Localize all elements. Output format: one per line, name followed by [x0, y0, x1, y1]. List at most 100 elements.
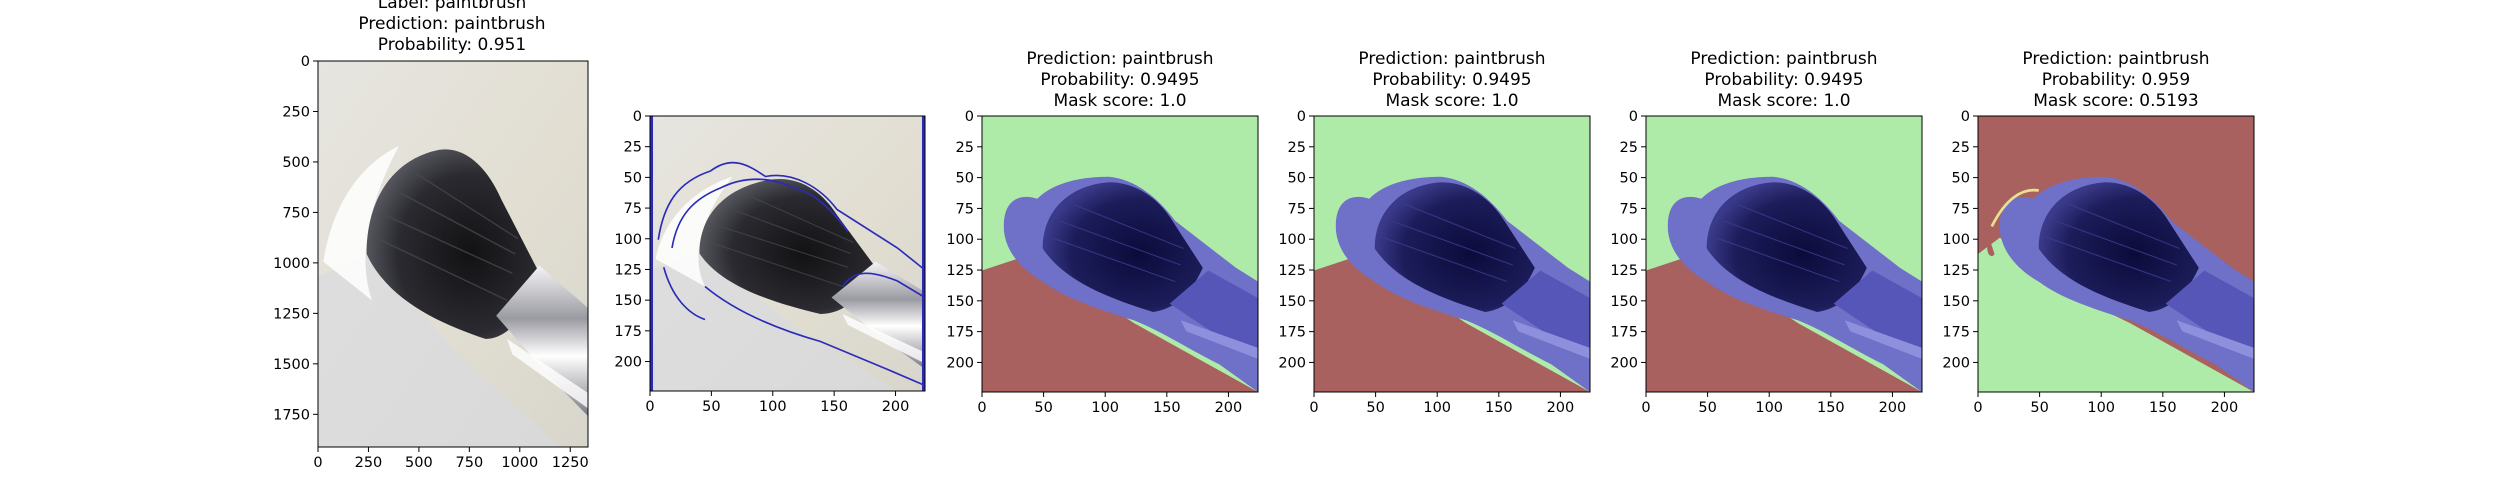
- y-tick-label: 175: [946, 325, 974, 341]
- x-tick-label: 50: [1366, 400, 1384, 416]
- panel-2-axes: 0 50 100 150 200 0 25 50 75 100 125 150 175 200: [614, 109, 909, 415]
- y-tick-label: 175: [1278, 325, 1306, 341]
- panel-4-title-line-3: Mask score: 1.0: [1385, 91, 1518, 111]
- x-tick-label: 0: [1641, 400, 1650, 416]
- panel-6-title-line-1: Prediction: paintbrush: [2022, 49, 2209, 69]
- panel-6-title-line-2: Probability: 0.959: [2042, 70, 2190, 90]
- x-tick-label: 0: [1973, 400, 1982, 416]
- y-tick-label: 1500: [273, 357, 310, 373]
- x-tick-label: 500: [405, 455, 433, 471]
- panel-5-axes: 0 50 100 150 200 0 25 50 75 100 125 150 175 200: [1610, 109, 1906, 416]
- x-tick-label: 50: [2030, 400, 2048, 416]
- y-tick-label: 125: [946, 263, 974, 279]
- panel-6-frame: [1977, 115, 2255, 393]
- y-tick-label: 100: [614, 232, 642, 248]
- y-tick-label: 150: [946, 294, 974, 310]
- panel-1-title: Label: paintbrush Prediction: paintbrush…: [358, 0, 545, 55]
- panel-1-image: [318, 61, 588, 447]
- y-tick-label: 50: [1288, 171, 1306, 187]
- y-tick-label: 750: [282, 205, 310, 221]
- x-tick-label: 150: [1817, 400, 1845, 416]
- x-tick-label: 0: [313, 455, 322, 471]
- y-tick-label: 200: [614, 355, 642, 371]
- y-tick-label: 25: [956, 140, 974, 156]
- x-tick-label: 50: [702, 399, 720, 415]
- panel-5-image: [1646, 116, 1922, 392]
- panel-3-title-line-3: Mask score: 1.0: [1053, 91, 1186, 111]
- y-tick-label: 75: [956, 201, 974, 217]
- y-tick-label: 200: [1942, 355, 1970, 371]
- y-tick-label: 50: [1620, 171, 1638, 187]
- panel-6-title-line-3: Mask score: 0.5193: [2033, 91, 2198, 111]
- y-tick-label: 150: [1942, 294, 1970, 310]
- y-tick-label: 150: [614, 293, 642, 309]
- panel-4: Prediction: paintbrush Probability: 0.94…: [1278, 49, 1591, 416]
- x-tick-label: 100: [2087, 400, 2115, 416]
- y-tick-label: 0: [1297, 109, 1306, 125]
- x-tick-label: 50: [1034, 400, 1052, 416]
- y-tick-label: 75: [1620, 201, 1638, 217]
- panel-4-axes: 0 50 100 150 200 0 25 50 75 100 125 150 175 200: [1278, 109, 1574, 416]
- panel-3-title-line-1: Prediction: paintbrush: [1026, 49, 1213, 69]
- y-tick-label: 100: [1610, 232, 1638, 248]
- panel-4-title-line-1: Prediction: paintbrush: [1358, 49, 1545, 69]
- panel-5-title-line-2: Probability: 0.9495: [1704, 70, 1863, 90]
- y-tick-label: 25: [1620, 140, 1638, 156]
- y-tick-label: 150: [1610, 294, 1638, 310]
- panel-2: 0 50 100 150 200 0 25 50 75 100 125 150 175 200: [614, 109, 926, 415]
- x-tick-label: 0: [1309, 400, 1318, 416]
- y-tick-label: 125: [614, 262, 642, 278]
- x-tick-label: 100: [759, 399, 787, 415]
- panel-2-frame: [649, 115, 926, 392]
- y-tick-label: 200: [1610, 355, 1638, 371]
- y-tick-label: 75: [624, 201, 642, 217]
- y-tick-label: 0: [965, 109, 974, 125]
- x-tick-label: 50: [1698, 400, 1716, 416]
- y-tick-label: 100: [1278, 232, 1306, 248]
- y-tick-label: 0: [301, 54, 310, 70]
- y-tick-label: 500: [282, 155, 310, 171]
- y-tick-label: 175: [614, 324, 642, 340]
- x-tick-label: 250: [355, 455, 383, 471]
- y-tick-label: 100: [946, 232, 974, 248]
- x-tick-label: 1250: [552, 455, 589, 471]
- panel-3-frame: [981, 115, 1259, 393]
- y-tick-label: 0: [1961, 109, 1970, 125]
- x-tick-label: 100: [1423, 400, 1451, 416]
- y-tick-label: 0: [633, 109, 642, 125]
- y-tick-label: 200: [946, 355, 974, 371]
- x-tick-label: 200: [1547, 400, 1575, 416]
- y-tick-label: 25: [1952, 140, 1970, 156]
- panel-4-image: [1314, 116, 1590, 392]
- x-tick-label: 200: [882, 399, 910, 415]
- y-tick-label: 200: [1278, 355, 1306, 371]
- y-tick-label: 150: [1278, 294, 1306, 310]
- y-tick-label: 125: [1942, 263, 1970, 279]
- x-tick-label: 1000: [501, 455, 538, 471]
- panel-1-title-line-1: Label: paintbrush: [378, 0, 527, 13]
- panel-5-frame: [1645, 115, 1923, 393]
- y-tick-label: 50: [1952, 171, 1970, 187]
- y-tick-label: 25: [624, 140, 642, 156]
- x-tick-label: 150: [820, 399, 848, 415]
- panel-4-frame: [1313, 115, 1591, 393]
- y-tick-label: 175: [1610, 325, 1638, 341]
- panel-5-title-line-1: Prediction: paintbrush: [1690, 49, 1877, 69]
- x-tick-label: 150: [1485, 400, 1513, 416]
- panel-6-image: [1978, 116, 2254, 392]
- x-tick-label: 100: [1091, 400, 1119, 416]
- y-tick-label: 75: [1288, 201, 1306, 217]
- y-tick-label: 1750: [273, 407, 310, 423]
- panel-1-axes: 0 250 500 750 1000 1250 0 250 500 750 1000 1250 1500…: [273, 54, 589, 471]
- y-tick-label: 0: [1629, 109, 1638, 125]
- panel-1-frame: [317, 60, 589, 448]
- panel-1-title-line-3: Probability: 0.951: [378, 35, 526, 55]
- y-tick-label: 50: [956, 171, 974, 187]
- panel-4-title-line-2: Probability: 0.9495: [1372, 70, 1531, 90]
- y-tick-label: 75: [1952, 201, 1970, 217]
- x-tick-label: 200: [2211, 400, 2239, 416]
- panel-3-axes: 0 50 100 150 200 0 25 50 75 100 125 150 175 200: [946, 109, 1242, 416]
- panel-2-image: [650, 116, 925, 391]
- panel-5-title-line-3: Mask score: 1.0: [1717, 91, 1850, 111]
